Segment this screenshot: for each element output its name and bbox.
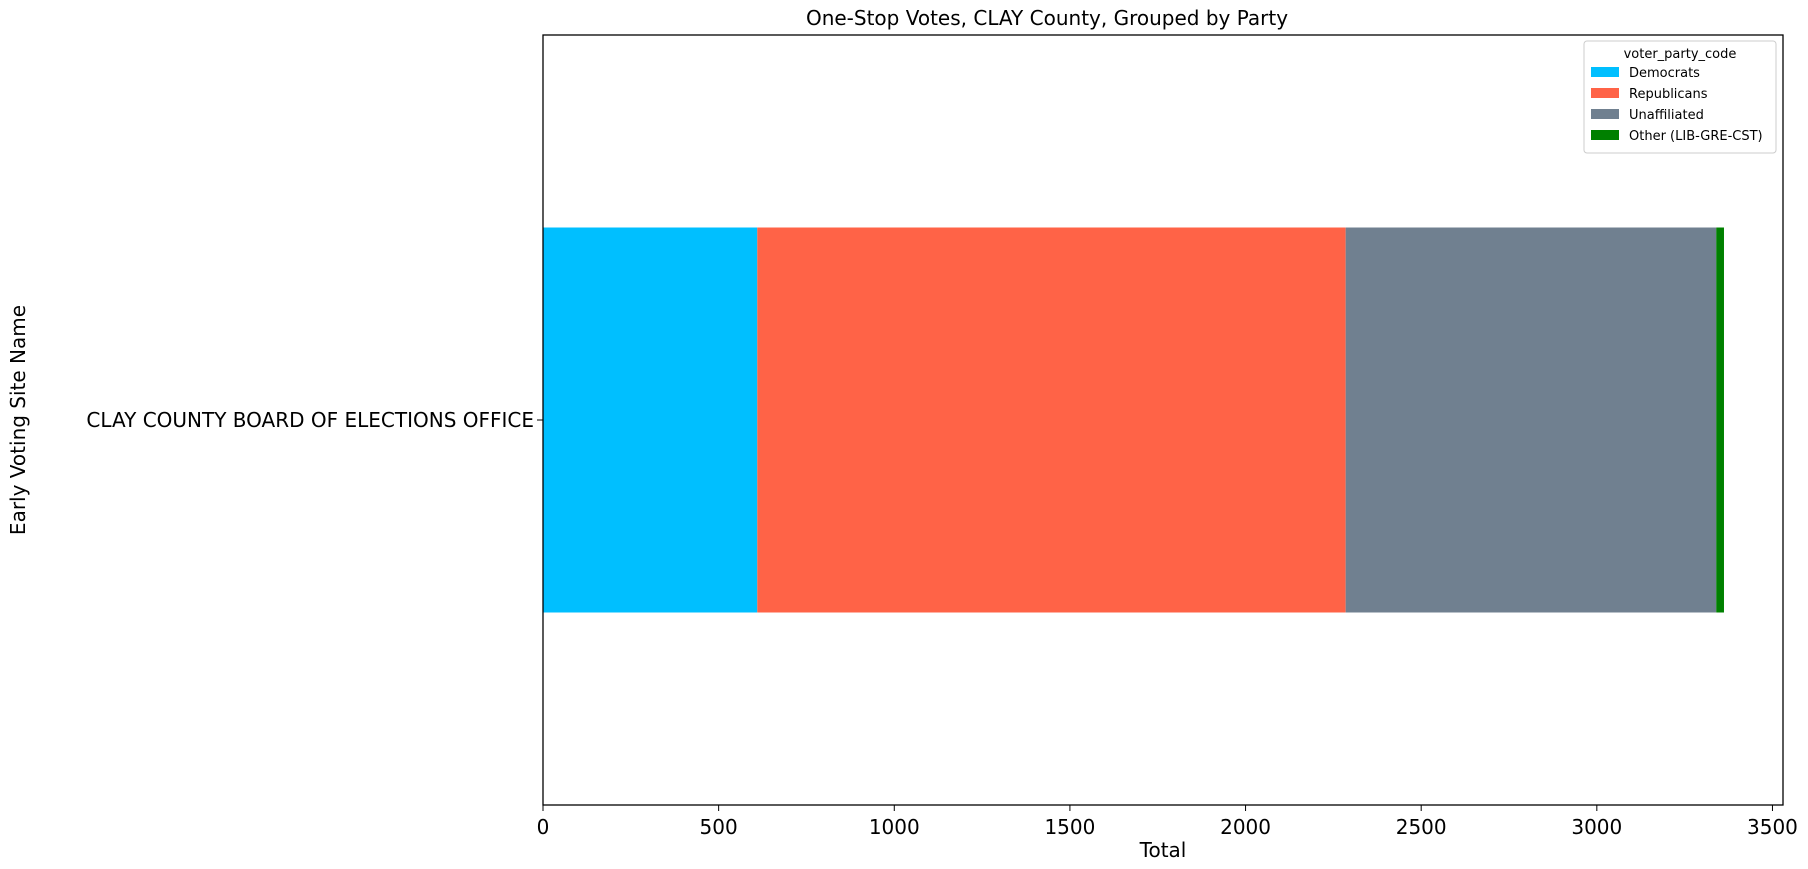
legend-items: Democrats Republicans Unaffiliated Other (L… <box>1591 66 1763 144</box>
x-tick-label: 1500 <box>1044 815 1095 839</box>
legend-swatch <box>1591 88 1619 98</box>
legend-label: Democrats <box>1629 66 1700 81</box>
y-tick-label: CLAY COUNTY BOARD OF ELECTIONS OFFICE <box>86 408 534 432</box>
chart-title: One-Stop Votes, CLAY County, Grouped by … <box>806 6 1288 30</box>
x-tick-label: 0 <box>537 815 550 839</box>
legend-swatch <box>1591 109 1619 119</box>
bar-republicans <box>757 227 1346 613</box>
legend-swatch <box>1591 130 1619 140</box>
legend: voter_party_code Democrats Republicans Una… <box>1583 40 1777 154</box>
y-axis-ticks: CLAY COUNTY BOARD OF ELECTIONS OFFICE <box>86 408 543 432</box>
legend-label: Other (LIB-GRE-CST) <box>1629 129 1763 144</box>
bar-other-lib-gre-cst <box>1716 227 1724 613</box>
y-axis-label: Early Voting Site Name <box>6 305 30 535</box>
x-tick-label: 3000 <box>1571 815 1622 839</box>
x-axis-label: Total <box>1139 838 1187 862</box>
x-tick-label: 2500 <box>1396 815 1447 839</box>
x-tick-label: 500 <box>700 815 738 839</box>
legend-frame <box>1583 40 1777 154</box>
legend-swatch <box>1591 67 1619 77</box>
x-tick-label: 1000 <box>869 815 920 839</box>
x-tick-label: 2000 <box>1220 815 1271 839</box>
bar-unaffiliated <box>1345 227 1717 613</box>
x-axis-ticks: 0 500 1000 1500 2000 2500 3000 3500 <box>537 805 1798 839</box>
x-tick-label: 3500 <box>1747 815 1798 839</box>
bar-democrats <box>543 227 758 613</box>
legend-title: voter_party_code <box>1624 47 1737 62</box>
legend-label: Unaffiliated <box>1629 108 1704 123</box>
bars <box>543 227 1724 613</box>
legend-label: Republicans <box>1629 87 1708 102</box>
